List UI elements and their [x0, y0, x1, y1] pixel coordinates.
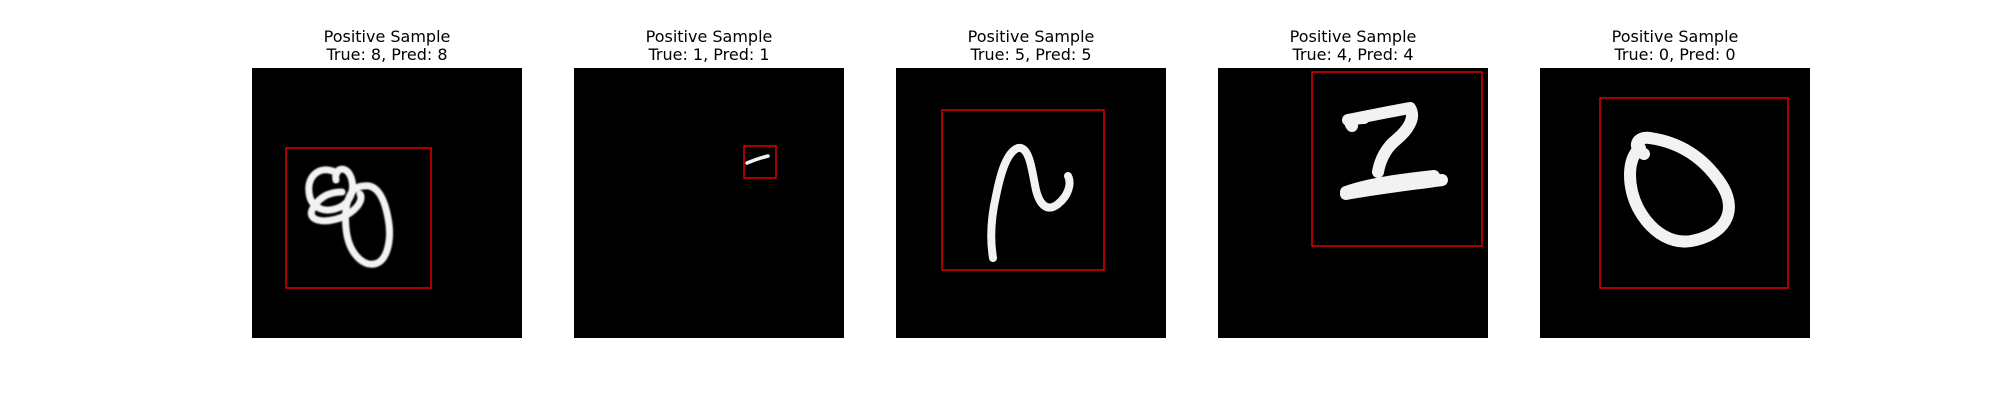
digit-5-icon — [941, 109, 1105, 271]
sample-heading: Positive Sample — [645, 27, 773, 46]
sample-title: Positive Sample True: 8, Pred: 8 — [252, 28, 522, 64]
sample-title: Positive Sample True: 5, Pred: 5 — [896, 28, 1166, 64]
digit-image — [252, 68, 522, 338]
sample-panel-5: Positive Sample True: 0, Pred: 0 — [1540, 0, 1810, 400]
sample-title: Positive Sample True: 0, Pred: 0 — [1540, 28, 1810, 64]
bounding-box — [285, 147, 432, 289]
digit-8-icon — [285, 147, 432, 289]
sample-heading: Positive Sample — [967, 27, 1095, 46]
sample-panel-2: Positive Sample True: 1, Pred: 1 — [574, 0, 844, 400]
sample-panel-3: Positive Sample True: 5, Pred: 5 — [896, 0, 1166, 400]
sample-title: Positive Sample True: 4, Pred: 4 — [1218, 28, 1488, 64]
sample-labels: True: 0, Pred: 0 — [1614, 45, 1736, 64]
bounding-box — [941, 109, 1105, 271]
sample-heading: Positive Sample — [1289, 27, 1417, 46]
digit-image — [574, 68, 844, 338]
sample-labels: True: 8, Pred: 8 — [326, 45, 448, 64]
digit-1-icon — [743, 145, 777, 179]
bounding-box — [1311, 71, 1483, 247]
bounding-box — [1599, 97, 1789, 289]
digit-image — [1540, 68, 1810, 338]
sample-heading: Positive Sample — [323, 27, 451, 46]
digit-0-icon — [1599, 97, 1789, 289]
sample-panel-1: Positive Sample True: 8, Pred: 8 — [252, 0, 522, 400]
sample-heading: Positive Sample — [1611, 27, 1739, 46]
sample-labels: True: 4, Pred: 4 — [1292, 45, 1414, 64]
sample-panel-4: Positive Sample True: 4, Pred: 4 — [1218, 0, 1488, 400]
sample-labels: True: 1, Pred: 1 — [648, 45, 770, 64]
bounding-box — [743, 145, 777, 179]
digit-image — [896, 68, 1166, 338]
digit-4-icon — [1311, 71, 1483, 247]
sample-title: Positive Sample True: 1, Pred: 1 — [574, 28, 844, 64]
sample-labels: True: 5, Pred: 5 — [970, 45, 1092, 64]
digit-image — [1218, 68, 1488, 338]
